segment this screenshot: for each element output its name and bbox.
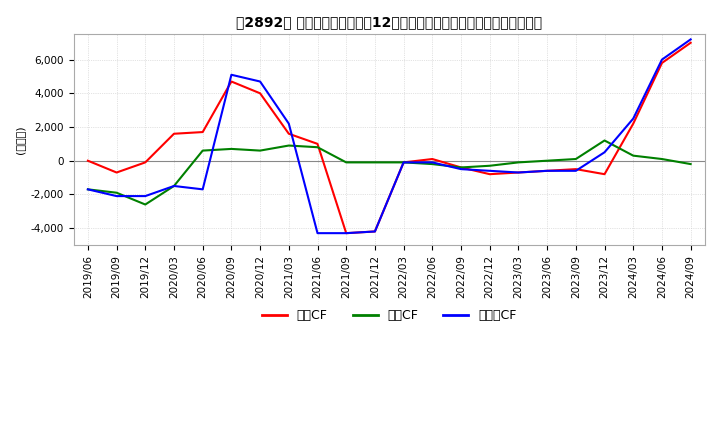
Legend: 営業CF, 投資CF, フリーCF: 営業CF, 投資CF, フリーCF [257,304,522,327]
Title: 　2892、 キャッシュフローの12か月移動合計の対前年同期増減額の推移: 2892、 キャッシュフローの12か月移動合計の対前年同期増減額の推移 [236,15,542,29]
Y-axis label: (百万円): (百万円) [15,125,25,154]
